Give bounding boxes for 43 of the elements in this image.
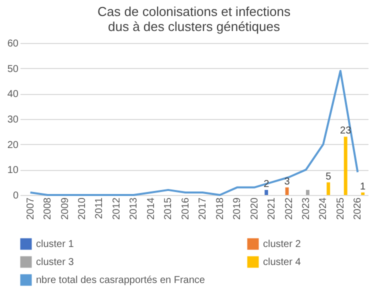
x-tick-label: 2010 — [77, 197, 88, 220]
x-tick-label: 2025 — [335, 197, 346, 220]
x-tick-label: 2016 — [180, 197, 192, 220]
bar — [326, 182, 330, 195]
bar — [361, 192, 365, 195]
x-tick-label: 2015 — [163, 197, 174, 220]
x-tick-label: 2007 — [25, 197, 36, 220]
y-tick-label: 20 — [7, 140, 19, 151]
y-tick-label: 30 — [7, 114, 19, 126]
chart-title: Cas de colonisations et infections dus à des clusters génétiques — [98, 4, 291, 34]
legend-label: cluster 2 — [263, 239, 302, 250]
data-label: 5 — [326, 171, 332, 182]
x-tick-label: 2021 — [266, 197, 278, 220]
data-label: 1 — [360, 181, 366, 192]
y-tick-label: 0 — [12, 190, 19, 202]
bar — [264, 190, 268, 195]
data-label: 3 — [284, 176, 290, 188]
legend-label: cluster 3 — [36, 257, 74, 268]
x-tick-label: 2011 — [94, 197, 106, 220]
line-series — [29, 70, 359, 196]
x-tick-label: 2022 — [284, 197, 295, 220]
x-tick-label: 2008 — [42, 197, 54, 220]
y-tick-label: 40 — [7, 89, 19, 100]
legend-label: cluster 4 — [263, 257, 302, 268]
x-tick-label: 2026 — [352, 197, 364, 220]
x-tick-label: 2014 — [146, 197, 157, 220]
x-tick-label: 2017 — [198, 197, 209, 220]
x-tick-label: 2018 — [214, 197, 226, 220]
x-tick-label: 2013 — [128, 197, 140, 220]
x-tick-label: 2020 — [249, 197, 260, 220]
x-tick-label: 2012 — [111, 197, 122, 220]
bar — [344, 136, 348, 195]
legend-label: cluster 1 — [36, 239, 74, 250]
legend-label: nbre total des casrapportés en France — [36, 275, 206, 286]
bar — [285, 187, 289, 195]
y-tick-label: 50 — [7, 64, 19, 75]
x-tick-label: 2019 — [232, 197, 244, 220]
x-tick-label: 2024 — [318, 197, 330, 220]
y-tick-label: 10 — [7, 165, 19, 176]
x-tick-label: 2023 — [300, 197, 312, 220]
x-tick-label: 2009 — [60, 197, 71, 220]
bar — [306, 190, 310, 195]
y-tick-label: 60 — [7, 38, 19, 50]
